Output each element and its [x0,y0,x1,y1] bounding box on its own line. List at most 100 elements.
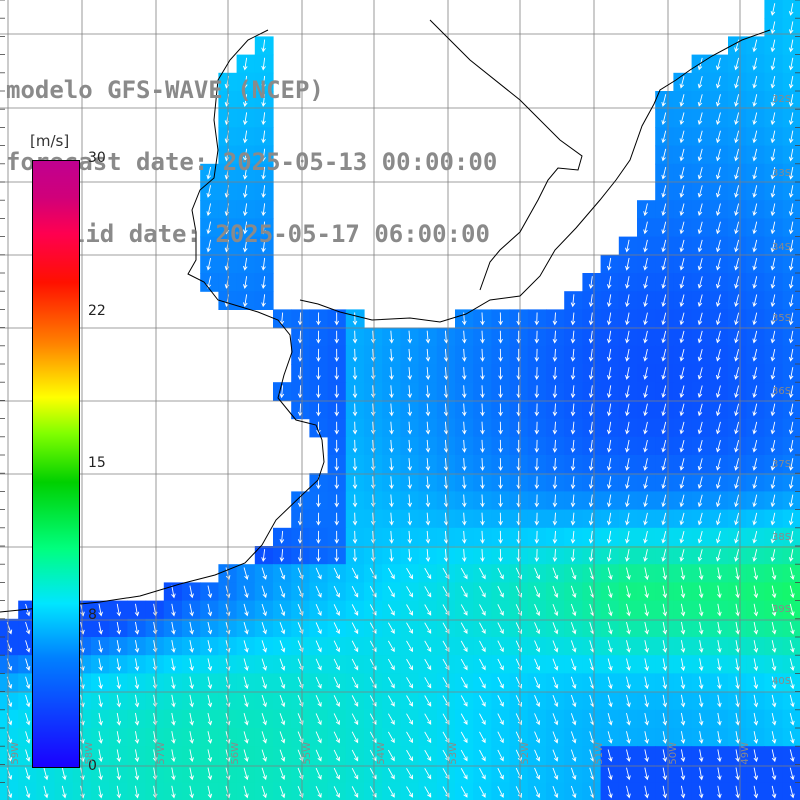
wave-arrow [770,294,776,308]
wave-arrow [134,712,140,726]
lat-label: 35S [772,313,792,324]
wave-arrow [734,330,740,344]
wave-arrow [261,622,267,635]
wave-arrow [189,767,194,781]
wave-arrow [734,112,740,126]
wave-arrow [662,767,668,781]
wave-arrow [770,21,776,35]
wave-arrow [643,257,648,271]
wave-arrow [460,586,468,598]
wave-arrow [116,712,122,726]
wave-arrow [243,622,249,635]
wave-arrow [61,785,67,799]
wave-arrow [352,421,358,435]
wave-arrow [697,494,703,508]
wave-arrow [407,421,413,435]
wave-arrow [480,512,485,526]
lon-label: 53W [448,742,459,765]
wave-arrow [644,640,649,653]
wave-arrow [460,567,468,580]
wave-arrow [498,458,503,472]
wave-arrow [752,312,758,326]
wave-arrow [534,530,540,544]
wave-cell [782,582,800,602]
wave-cell [782,655,800,674]
wave-arrow [788,203,794,217]
wave-arrow [735,658,740,672]
wave-arrow [606,530,612,544]
wave-arrow [189,658,194,672]
wave-arrow [752,239,758,253]
wave-arrow [588,367,594,380]
wave-arrow [261,94,266,107]
wave-arrow [425,439,431,453]
title-forecast-date: forecast date: 2025-05-13 00:00:00 [6,148,498,176]
wave-arrow [570,294,576,308]
wave-arrow [570,530,576,544]
wave-arrow [625,439,630,453]
wave-arrow [387,640,395,653]
wave-arrow [424,567,432,580]
wave-arrow [261,603,267,617]
wave-arrow [588,330,594,344]
wave-arrow [607,567,613,580]
wave-arrow [679,421,685,435]
wave-arrow [679,148,685,162]
wave-arrow [43,785,49,799]
wave-arrow [261,39,266,53]
wave-arrow [333,567,340,580]
wave-arrow [643,385,648,399]
wave-arrow [734,367,740,380]
wave-arrow [770,185,776,198]
wave-arrow [715,476,721,490]
wave-arrow [552,603,559,617]
wave-arrow [534,567,541,580]
wave-arrow [333,658,340,671]
wave-arrow [570,385,576,399]
wave-arrow [279,676,286,690]
wave-arrow [770,221,776,235]
colorbar-tick-30: 30 [88,150,106,166]
wave-arrow [225,676,231,690]
wave-arrow [207,603,213,617]
wave-arrow [352,312,358,326]
wave-arrow [261,549,266,562]
wave-arrow [261,239,266,253]
coastline [0,29,325,613]
wave-arrow [206,257,212,271]
wave-arrow [570,731,577,744]
wave-arrow [770,494,776,508]
wave-arrow [189,640,194,653]
wave-arrow [625,458,630,471]
wave-arrow [753,567,759,581]
wave-arrow [788,75,794,89]
wave-arrow [261,257,266,271]
wave-arrow [661,385,667,399]
wave-arrow [789,567,795,581]
wave-arrow [734,385,740,399]
wave-arrow [788,130,794,144]
wave-arrow [570,403,576,417]
wave-arrow [789,676,795,690]
wave-arrow [98,731,103,744]
wave-arrow [662,603,668,617]
wave-arrow [171,621,176,635]
wave-arrow [534,658,541,671]
wave-arrow [316,494,321,508]
wave-arrow [351,622,359,635]
wave-cell [782,728,800,747]
wave-arrow [333,767,340,780]
wave-arrow [443,494,449,508]
colorbar-tick-8: 8 [88,607,97,623]
wave-arrow [425,403,431,417]
wave-arrow [735,694,740,708]
wave-arrow [735,585,740,599]
wave-arrow [242,148,248,162]
lat-label: 32S [772,94,792,105]
wave-arrow [261,112,266,126]
wave-arrow [389,494,394,508]
wave-arrow [771,585,777,599]
wave-arrow [116,785,122,799]
wave-arrow [479,567,486,580]
